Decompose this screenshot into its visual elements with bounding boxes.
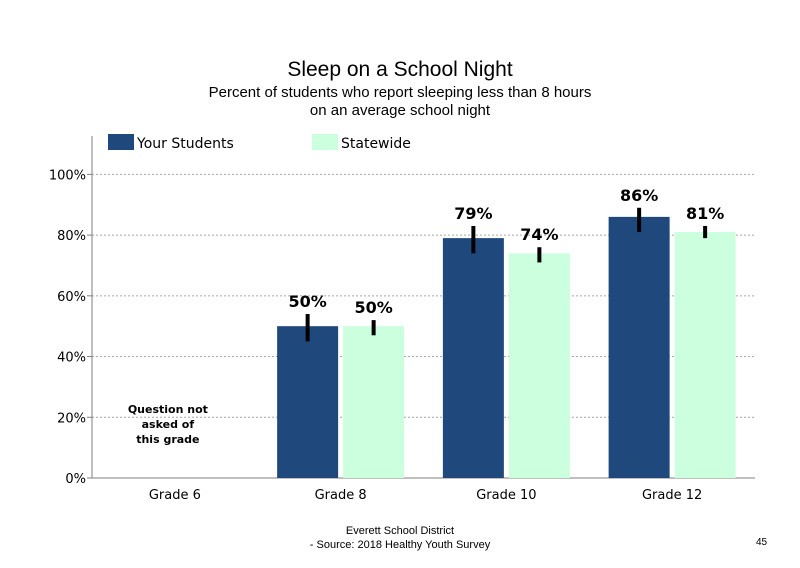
data-label: 81% — [686, 204, 724, 223]
y-tick-label: 100% — [49, 168, 86, 183]
bar — [674, 232, 736, 478]
footer-source: - Source: 2018 Healthy Youth Survey — [309, 539, 491, 551]
bar — [277, 326, 339, 478]
x-tick-label: Grade 8 — [315, 488, 367, 503]
grade-annotation: asked of — [142, 418, 195, 431]
grade-annotation: Question not — [128, 403, 208, 416]
y-tick-label: 40% — [57, 351, 86, 366]
legend-swatch — [108, 134, 134, 150]
grade-annotation: this grade — [136, 433, 199, 446]
bar — [442, 238, 504, 478]
data-label: 79% — [454, 204, 492, 223]
x-tick-label: Grade 12 — [642, 488, 702, 503]
bar — [608, 216, 670, 478]
legend-label: Your Students — [136, 136, 234, 152]
page-number: 45 — [756, 537, 768, 548]
chart-title: Sleep on a School Night — [287, 58, 513, 81]
data-label: 50% — [288, 292, 326, 311]
legend-swatch — [312, 134, 338, 150]
chart-subtitle-line-1: Percent of students who report sleeping … — [208, 84, 592, 101]
footer-district: Everett School District — [345, 525, 455, 537]
x-tick-label: Grade 10 — [476, 488, 536, 503]
y-tick-label: 0% — [65, 472, 86, 487]
bar — [343, 326, 405, 478]
y-tick-label: 80% — [57, 229, 86, 244]
data-label: 86% — [620, 186, 658, 205]
y-tick-label: 60% — [57, 290, 86, 305]
data-label: 74% — [520, 225, 558, 244]
y-tick-label: 20% — [57, 411, 86, 426]
bar — [508, 253, 570, 478]
chart-subtitle-line-2: on an average school night — [309, 102, 491, 119]
x-tick-label: Grade 6 — [149, 488, 201, 503]
data-label: 50% — [354, 298, 392, 317]
legend-label: Statewide — [341, 136, 411, 152]
